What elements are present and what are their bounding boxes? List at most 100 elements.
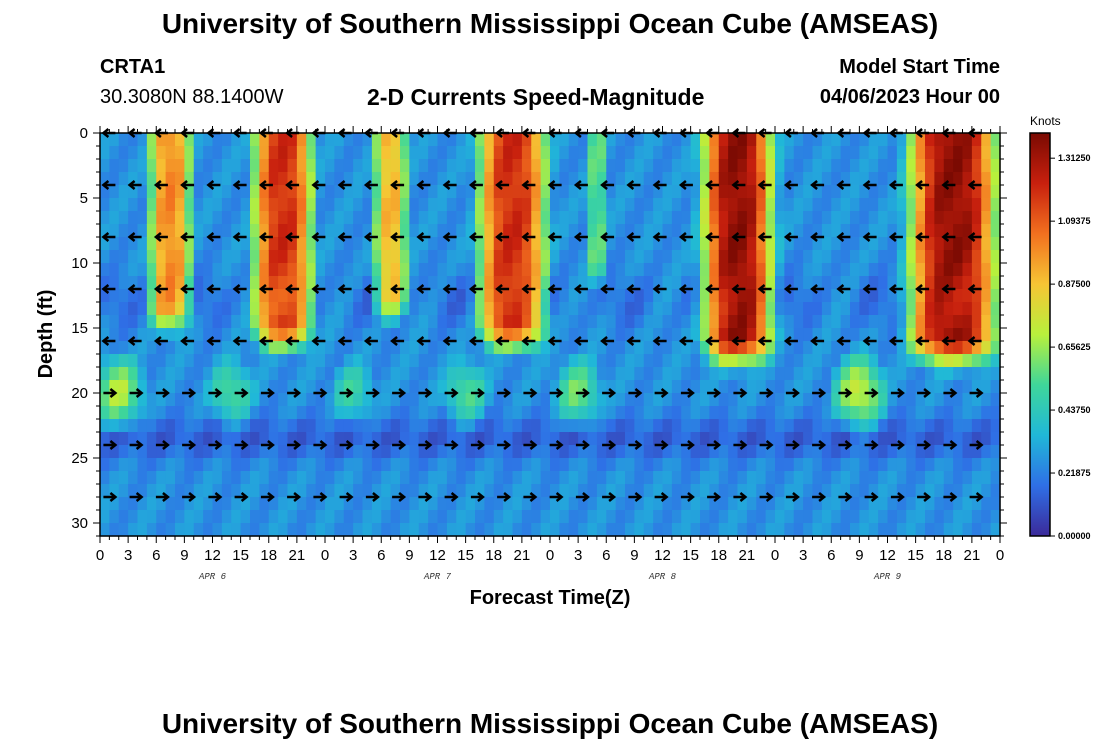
heatmap-cell xyxy=(212,367,223,381)
heatmap-cell xyxy=(803,497,814,511)
heatmap-cell xyxy=(400,510,410,524)
heatmap-cell xyxy=(128,354,139,368)
heatmap-cell xyxy=(896,302,907,316)
heatmap-cell xyxy=(503,328,514,342)
heatmap-cell xyxy=(868,276,879,290)
heatmap-cell xyxy=(756,159,767,173)
current-arrow xyxy=(285,180,300,190)
current-arrow xyxy=(521,180,536,190)
heatmap-cell xyxy=(540,367,551,381)
heatmap-cell xyxy=(184,484,195,498)
heatmap-cell xyxy=(184,146,195,160)
heatmap-cell xyxy=(756,432,767,446)
heatmap-cell xyxy=(287,328,298,342)
current-arrow xyxy=(363,336,378,346)
heatmap-cell xyxy=(390,471,401,485)
heatmap-cell xyxy=(700,367,710,381)
heatmap-cell xyxy=(943,276,954,290)
heatmap-cell xyxy=(653,484,664,498)
heatmap-cell xyxy=(118,133,129,147)
heatmap-cell xyxy=(737,367,748,381)
heatmap-cell xyxy=(887,328,898,342)
heatmap-cell xyxy=(718,172,729,186)
heatmap-cell xyxy=(737,172,748,186)
heatmap-cell xyxy=(362,523,373,537)
current-arrow xyxy=(757,180,772,190)
heatmap-cell xyxy=(259,302,270,316)
heatmap-cell xyxy=(850,354,860,368)
heatmap-cell xyxy=(250,185,260,199)
heatmap-cell xyxy=(193,315,204,329)
heatmap-cell xyxy=(812,367,823,381)
heatmap-cell xyxy=(146,211,157,225)
x-tick-label: 15 xyxy=(907,547,924,564)
heatmap-cell xyxy=(906,471,917,485)
heatmap-cell xyxy=(596,458,607,472)
heatmap-cell xyxy=(540,315,551,329)
heatmap-cell xyxy=(896,497,907,511)
heatmap-cell xyxy=(484,432,495,446)
heatmap-cell xyxy=(175,250,185,264)
heatmap-cell xyxy=(690,276,701,290)
heatmap-cell xyxy=(587,211,598,225)
heatmap-cell xyxy=(718,354,729,368)
heatmap-cell xyxy=(840,523,851,537)
heatmap-cell xyxy=(596,302,607,316)
heatmap-cell xyxy=(306,224,317,238)
heatmap-cell xyxy=(700,445,710,459)
heatmap-cell xyxy=(475,185,485,199)
heatmap-cell xyxy=(540,250,551,264)
heatmap-cell xyxy=(596,237,607,251)
heatmap-cell xyxy=(971,224,982,238)
heatmap-cell xyxy=(343,237,354,251)
heatmap-cell xyxy=(934,263,945,277)
heatmap-cell xyxy=(250,406,260,420)
heatmap-cell xyxy=(493,237,504,251)
heatmap-cell xyxy=(559,133,570,147)
heatmap-cell xyxy=(175,133,185,147)
x-tick-label: 0 xyxy=(546,547,554,564)
heatmap-cell xyxy=(193,497,204,511)
heatmap-cell xyxy=(428,406,439,420)
heatmap-cell xyxy=(193,510,204,524)
heatmap-cell xyxy=(362,250,373,264)
heatmap-cell xyxy=(428,276,439,290)
current-arrow xyxy=(757,336,772,346)
heatmap-cell xyxy=(587,224,598,238)
heatmap-cell xyxy=(465,250,476,264)
heatmap-cell xyxy=(521,406,532,420)
heatmap-cell xyxy=(540,419,551,433)
heatmap-cell xyxy=(718,328,729,342)
heatmap-cell xyxy=(971,432,982,446)
heatmap-cell xyxy=(709,172,720,186)
heatmap-cell xyxy=(296,484,307,498)
heatmap-cell xyxy=(371,328,382,342)
heatmap-cell xyxy=(231,432,242,446)
heatmap-cell xyxy=(718,289,729,303)
heatmap-cell xyxy=(887,289,898,303)
heatmap-cell xyxy=(540,133,551,147)
heatmap-cell xyxy=(146,263,157,277)
heatmap-cell xyxy=(109,367,120,381)
heatmap-cell xyxy=(653,341,664,355)
heatmap-cell xyxy=(990,406,1001,420)
current-arrow xyxy=(392,440,407,450)
heatmap-cell xyxy=(540,276,551,290)
heatmap-cell xyxy=(296,237,307,251)
heatmap-cell xyxy=(334,289,345,303)
current-arrow xyxy=(547,284,562,294)
current-arrow xyxy=(129,492,144,502)
heatmap-cell xyxy=(906,341,917,355)
heatmap-cell xyxy=(587,172,598,186)
heatmap-cell xyxy=(512,172,523,186)
heatmap-cell xyxy=(287,523,298,537)
heatmap-cell xyxy=(268,471,279,485)
heatmap-cell xyxy=(353,484,364,498)
heatmap-cell xyxy=(962,419,973,433)
heatmap-cell xyxy=(803,445,814,459)
heatmap-cell xyxy=(484,510,495,524)
heatmap-cell xyxy=(184,406,195,420)
heatmap-cell xyxy=(371,133,382,147)
heatmap-cell xyxy=(287,146,298,160)
heatmap-cell xyxy=(503,289,514,303)
